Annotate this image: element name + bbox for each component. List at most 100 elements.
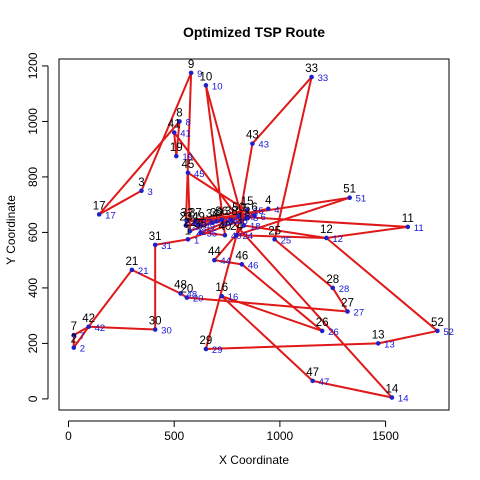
city-point xyxy=(330,285,336,291)
city-label-inner: 4 xyxy=(274,205,279,216)
city-point xyxy=(272,237,277,242)
route-segment xyxy=(98,189,143,216)
y-axis-title: Y Coordinate xyxy=(4,195,18,265)
route-segment xyxy=(154,238,189,246)
city-point xyxy=(310,378,315,384)
city-label-inner: 36 xyxy=(228,216,239,227)
city-label: 18 xyxy=(238,211,251,223)
labels-layer: 1122334455667788991010111112121313141415… xyxy=(71,59,454,405)
city-label-inner: 21 xyxy=(138,266,149,277)
city-label: 37 xyxy=(189,207,202,219)
city-point xyxy=(152,327,158,332)
city-label-inner: 18 xyxy=(250,221,261,232)
route-segment xyxy=(204,234,238,350)
city-point xyxy=(375,341,381,346)
city-label: 43 xyxy=(246,130,259,142)
city-label: 27 xyxy=(341,297,354,309)
route-segment xyxy=(246,216,409,228)
city-point xyxy=(174,153,179,159)
city-label: 9 xyxy=(188,59,194,71)
city-label: 7 xyxy=(71,321,77,333)
city-label-inner: 17 xyxy=(105,210,116,221)
city-point xyxy=(222,232,228,238)
route-segment xyxy=(186,214,256,241)
city-label-inner: 50 xyxy=(245,212,256,223)
route-segment xyxy=(204,84,245,227)
city-label: 51 xyxy=(343,184,356,196)
route-segment xyxy=(220,295,324,332)
city-label: 33 xyxy=(305,63,318,75)
route-segment xyxy=(230,218,393,399)
city-label-inner: 43 xyxy=(258,140,269,151)
city-label: 50 xyxy=(232,202,245,214)
route-segment xyxy=(204,84,226,237)
city-label-inner: 20 xyxy=(193,294,204,305)
city-label-inner: 16 xyxy=(228,292,239,303)
city-label: 39 xyxy=(210,207,223,219)
city-point xyxy=(177,119,182,124)
city-label-inner: 34 xyxy=(218,219,229,230)
city-point xyxy=(435,328,440,334)
city-label: 16 xyxy=(215,282,228,294)
y-tick-label: 600 xyxy=(26,222,40,242)
city-point xyxy=(219,217,225,223)
x-tick-label: 0 xyxy=(65,429,72,443)
city-label: 17 xyxy=(93,200,106,212)
city-label-inner: 25 xyxy=(281,235,292,246)
city-label: 30 xyxy=(149,316,162,328)
city-point xyxy=(183,223,189,228)
city-point xyxy=(185,170,191,176)
city-point xyxy=(203,83,209,88)
city-label: 42 xyxy=(82,313,95,325)
city-label-inner: 10 xyxy=(212,81,223,92)
city-label: 22 xyxy=(184,217,197,229)
city-label: 31 xyxy=(149,231,162,243)
city-label-inner: 19 xyxy=(182,152,193,163)
city-point xyxy=(319,328,325,334)
city-point xyxy=(241,223,247,228)
city-label: 52 xyxy=(431,317,444,329)
city-label-inner: 37 xyxy=(201,217,212,228)
route-segment xyxy=(186,171,192,233)
city-point xyxy=(345,309,350,314)
city-label-inner: 13 xyxy=(384,339,395,350)
route-segment xyxy=(173,131,178,158)
y-tick-label: 1000 xyxy=(26,108,40,135)
city-label-inner: 33 xyxy=(318,73,329,84)
city-label: 20 xyxy=(180,284,193,296)
city-point xyxy=(178,291,183,296)
axes-layer: 0 500 1000 1500 0 200 400 600 800 1000 1200 xyxy=(26,52,399,443)
route-segment xyxy=(377,329,439,345)
route-layer xyxy=(72,71,439,399)
route-segment xyxy=(235,234,328,239)
city-point xyxy=(184,219,190,224)
route-segment xyxy=(240,263,324,332)
city-label: 13 xyxy=(372,329,385,341)
city-label: 32 xyxy=(180,207,193,219)
route-segment xyxy=(230,216,249,221)
city-label: 11 xyxy=(402,213,414,225)
x-tick-label: 1500 xyxy=(372,429,399,443)
plot-frame xyxy=(58,58,450,411)
city-label: 34 xyxy=(206,209,219,221)
city-point xyxy=(71,332,77,338)
chart-title: Optimized TSP Route xyxy=(183,24,325,40)
city-point xyxy=(236,213,241,219)
city-label-inner: 6 xyxy=(261,212,266,223)
city-label: 19 xyxy=(170,142,183,154)
city-label: 45 xyxy=(182,159,195,171)
route-segment xyxy=(325,225,409,239)
city-point xyxy=(198,230,203,235)
route-segment xyxy=(87,325,157,331)
city-label: 44 xyxy=(208,246,221,258)
city-label: 25 xyxy=(268,225,281,237)
city-label-inner: 23 xyxy=(192,221,203,232)
route-segment xyxy=(242,224,328,239)
city-label-inner: 30 xyxy=(161,326,172,337)
city-label: 10 xyxy=(200,71,213,83)
y-tick-label: 200 xyxy=(26,333,40,353)
city-point xyxy=(86,324,91,330)
city-point xyxy=(196,223,201,228)
city-point xyxy=(214,219,219,224)
